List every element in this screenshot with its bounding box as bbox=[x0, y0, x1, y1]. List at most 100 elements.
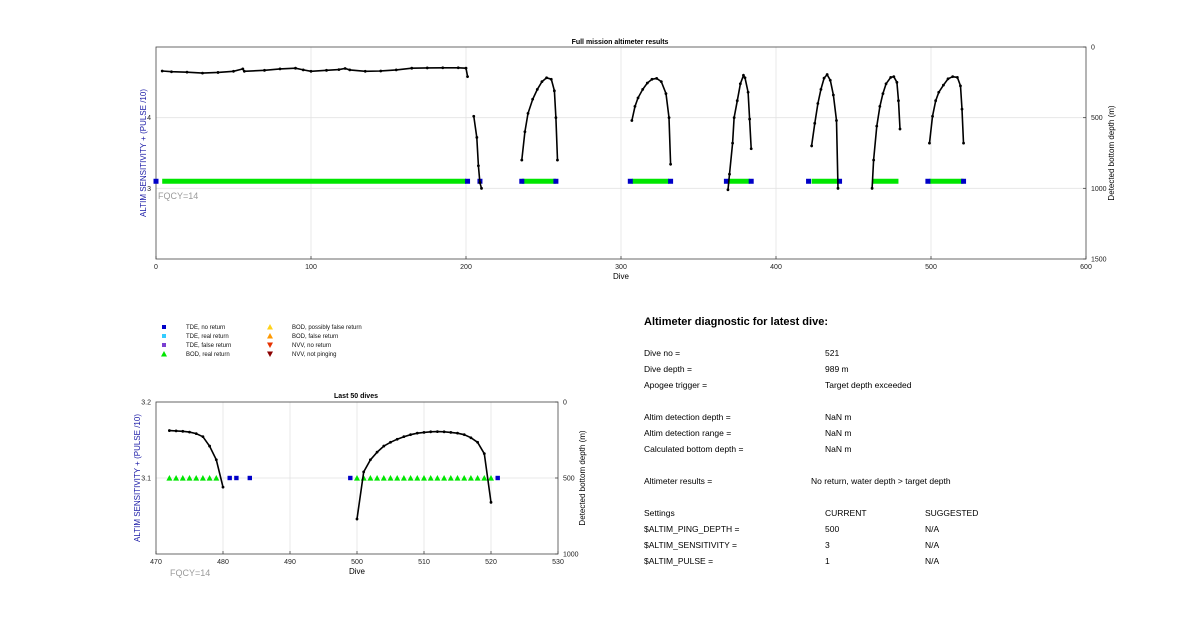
setting-suggested-ping-depth: N/A bbox=[925, 524, 940, 534]
bod-real-return-marker bbox=[186, 475, 193, 481]
bottom-depth-point bbox=[477, 164, 480, 168]
bottom-depth-point bbox=[188, 430, 191, 434]
bottom-y-left-label: ALTIM SENSITIVITY + (PULSE /10) bbox=[133, 414, 142, 542]
tde-no-return-marker bbox=[627, 178, 633, 184]
bottom-depth-point bbox=[545, 76, 548, 80]
bottom-depth-line bbox=[162, 67, 469, 77]
y-right-tick-label: 500 bbox=[1091, 115, 1103, 122]
bottom-depth-point bbox=[889, 75, 893, 79]
tde-no-return-marker bbox=[247, 475, 252, 481]
bottom-depth-point bbox=[836, 186, 840, 190]
y-left-tick-label: 4 bbox=[147, 115, 151, 122]
top-y-left-label: ALTIM SENSITIVITY + (PULSE /10) bbox=[139, 89, 148, 217]
bottom-depth-point bbox=[478, 181, 482, 185]
bottom-depth-point bbox=[748, 117, 752, 121]
bottom-depth-point bbox=[348, 68, 352, 72]
diag-label-bottom-depth: Calculated bottom depth = bbox=[644, 444, 744, 454]
settings-header-current: CURRENT bbox=[825, 508, 867, 518]
bottom-depth-point bbox=[382, 444, 386, 448]
y-left-tick-label: 3.1 bbox=[141, 476, 151, 483]
bottom-depth-point bbox=[928, 141, 931, 145]
tde-no-return-marker bbox=[748, 178, 754, 184]
bod-real-return-marker bbox=[407, 475, 414, 481]
bottom-depth-point bbox=[731, 141, 734, 145]
bod-real-return-marker bbox=[380, 475, 387, 481]
bottom-depth-point bbox=[469, 436, 473, 440]
tde-no-return-marker bbox=[961, 178, 967, 184]
bottom-depth-point bbox=[835, 119, 838, 122]
top-chart-grid bbox=[156, 47, 1086, 259]
diagnostic-panel: Altimeter diagnostic for latest dive: Di… bbox=[644, 312, 1144, 612]
top-chart-title: Full mission altimeter results bbox=[572, 39, 669, 46]
bottom-depth-point bbox=[436, 430, 439, 434]
x-tick-label: 600 bbox=[1080, 264, 1092, 271]
top-y-right-ticks: 0 500 1000 1500 bbox=[1083, 45, 1107, 264]
bottom-depth-point bbox=[934, 99, 938, 103]
legend-label: NVV, not pinging bbox=[292, 352, 336, 358]
bottom-depth-point bbox=[462, 433, 466, 437]
bottom-depth-point bbox=[630, 119, 634, 122]
x-tick-label: 400 bbox=[770, 264, 782, 271]
x-tick-label: 0 bbox=[154, 264, 158, 271]
bottom-fqcy-annotation: FQCY=14 bbox=[170, 568, 210, 578]
bottom-depth-point bbox=[870, 186, 874, 190]
bod-real-return-marker bbox=[414, 475, 421, 481]
x-tick-label: 520 bbox=[485, 559, 497, 566]
diag-label-altimeter-results: Altimeter results = bbox=[644, 476, 713, 486]
bottom-depth-point bbox=[363, 69, 367, 73]
bottom-depth-point bbox=[650, 77, 654, 81]
x-tick-label: 200 bbox=[460, 264, 472, 271]
setting-label-pulse: $ALTIM_PULSE = bbox=[644, 556, 714, 566]
bottom-depth-point bbox=[556, 158, 559, 162]
bottom-depth-point bbox=[214, 458, 218, 462]
bottom-depth-point bbox=[181, 429, 185, 433]
bottom-depth-point bbox=[170, 70, 173, 74]
bod-real-return-marker bbox=[354, 475, 360, 481]
bottom-depth-point bbox=[278, 67, 282, 71]
bottom-depth-point bbox=[482, 452, 486, 456]
x-tick-label: 480 bbox=[217, 559, 229, 566]
bottom-depth-line bbox=[631, 77, 672, 165]
bottom-depth-point bbox=[201, 435, 205, 439]
x-tick-label: 500 bbox=[351, 559, 363, 566]
diag-label-dive-depth: Dive depth = bbox=[644, 364, 692, 374]
bottom-depth-point bbox=[242, 69, 246, 73]
tde-no-return-marker bbox=[495, 475, 500, 481]
tde-no-return-marker bbox=[153, 178, 159, 184]
bottom-depth-point bbox=[878, 104, 882, 108]
legend-triangle-down-marker bbox=[267, 351, 273, 357]
bod-real-return-marker bbox=[488, 475, 494, 481]
tde-no-return-marker bbox=[553, 178, 559, 184]
bod-real-return-marker bbox=[193, 475, 200, 481]
bottom-depth-point bbox=[441, 66, 445, 70]
bottom-depth-point bbox=[294, 66, 297, 70]
bottom-depth-point bbox=[931, 114, 934, 118]
legend-label: TDE, false return bbox=[186, 343, 231, 349]
bottom-depth-point bbox=[174, 429, 178, 433]
legend-triangle-up-marker bbox=[267, 333, 273, 339]
top-x-ticks: 0 100 200 300 400 500 600 bbox=[154, 256, 1092, 271]
bottom-depth-point bbox=[554, 116, 558, 120]
bottom-depth-point bbox=[549, 77, 553, 81]
settings-header-suggested: SUGGESTED bbox=[925, 508, 979, 518]
bottom-depth-point bbox=[379, 69, 383, 73]
legend-triangle-up-marker bbox=[161, 351, 167, 357]
bod-real-return-marker bbox=[427, 475, 434, 481]
bod-real-return-marker bbox=[421, 475, 427, 481]
setting-current-pulse: 1 bbox=[825, 556, 830, 566]
bottom-depth-point bbox=[828, 78, 832, 82]
legend-square-marker bbox=[162, 343, 166, 347]
diagnostic-title: Altimeter diagnostic for latest dive: bbox=[644, 316, 828, 328]
y-right-tick-label: 1000 bbox=[563, 552, 579, 559]
y-left-tick-label: 3 bbox=[147, 186, 151, 193]
bottom-depth-point bbox=[489, 500, 493, 504]
bottom-depth-point bbox=[415, 431, 419, 435]
bottom-depth-point bbox=[194, 432, 198, 436]
bottom-depth-point bbox=[875, 124, 879, 128]
diag-value-dive-depth: 989 m bbox=[825, 364, 849, 374]
bottom-depth-point bbox=[810, 144, 814, 148]
bottom-depth-point bbox=[540, 80, 544, 84]
bottom-depth-point bbox=[872, 158, 876, 162]
bottom-depth-line bbox=[871, 75, 901, 189]
bottom-depth-point bbox=[263, 68, 266, 72]
